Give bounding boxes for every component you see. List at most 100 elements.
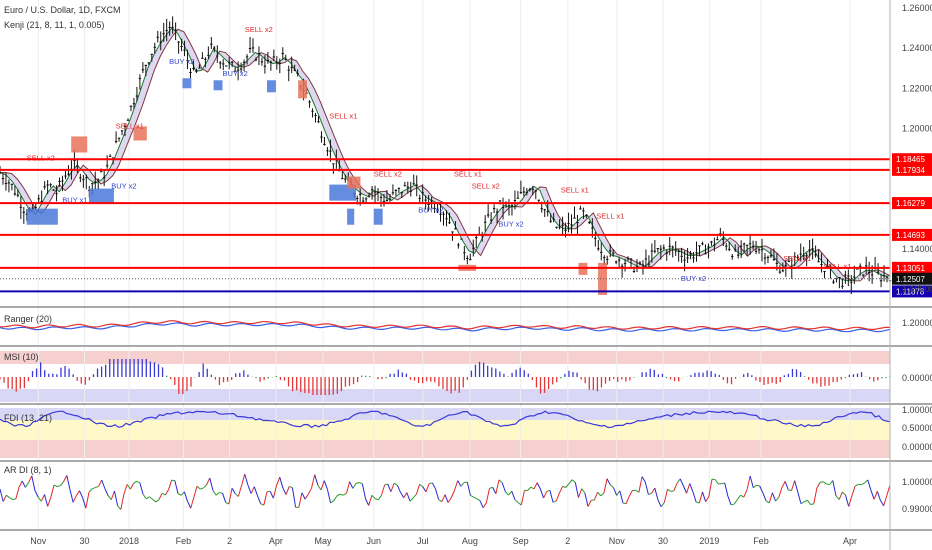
price-axis[interactable]: 1.18465 1.17934 1.16279 1.14693 1.13051 1.118… xyxy=(889,0,932,550)
ardi-pane[interactable] xyxy=(0,473,891,510)
ardi-segment xyxy=(749,475,754,488)
ardi-segment xyxy=(6,494,10,499)
ardi-segment xyxy=(412,493,417,499)
time-tick: Feb xyxy=(753,536,769,546)
ardi-segment xyxy=(765,500,770,504)
ardi-segment xyxy=(174,480,179,494)
ardi-segment xyxy=(552,500,557,503)
ardi-segment xyxy=(679,478,684,487)
ardi-segment xyxy=(568,479,573,484)
level-tag xyxy=(892,153,932,166)
ardi-segment xyxy=(476,498,481,501)
ardi-segment xyxy=(517,502,522,506)
ardi-segment xyxy=(139,482,144,495)
ardi-segment xyxy=(673,483,678,492)
level-tag xyxy=(892,228,932,241)
ardi-segment xyxy=(152,498,157,503)
ardi-segment xyxy=(314,474,319,486)
ardi-segment xyxy=(746,475,751,491)
fdi-tick-1: 1.00000 xyxy=(902,405,932,415)
ardi-segment xyxy=(298,492,303,508)
ardi-segment xyxy=(527,486,532,491)
ardi-segment xyxy=(689,483,694,493)
ardi-segment xyxy=(113,490,119,506)
ardi-segment xyxy=(209,477,214,491)
ardi-segment xyxy=(651,487,656,494)
ardi-segment xyxy=(222,492,227,503)
ardi-segment xyxy=(400,492,405,499)
ardi-segment xyxy=(231,487,236,494)
ranger-pane[interactable] xyxy=(0,320,891,333)
ardi-segment xyxy=(126,484,131,490)
ardi-segment xyxy=(740,494,745,498)
ardi-segment xyxy=(241,473,246,486)
ardi-segment xyxy=(638,476,643,493)
ardi-segment xyxy=(667,488,671,492)
ardi-segment xyxy=(870,490,875,500)
time-tick: May xyxy=(315,536,333,546)
ardi-segment xyxy=(88,488,93,493)
ardi-segment xyxy=(37,496,42,502)
ardi-segment xyxy=(279,477,284,489)
ardi-segment xyxy=(784,481,789,491)
level-tag xyxy=(892,197,932,210)
ardi-segment xyxy=(708,479,713,497)
ardi-segment xyxy=(359,482,363,485)
ardi-segment xyxy=(212,490,217,496)
level-tag-text: 1.17934 xyxy=(896,166,925,175)
ardi-segment xyxy=(724,482,729,497)
ardi-segment xyxy=(53,484,58,487)
ardi-segment xyxy=(600,492,605,497)
ardi-segment xyxy=(886,484,891,496)
ardi-segment xyxy=(819,481,824,483)
ardi-segment xyxy=(867,479,872,491)
ardi-segment xyxy=(593,492,599,501)
ardi-segment xyxy=(806,499,811,505)
ardi-segment xyxy=(244,473,249,486)
buy-signal-box xyxy=(267,80,276,93)
time-axis[interactable]: Nov 30 2018 Feb 2 Apr May Jun Jul Aug Sep 2 Nov 30 201… xyxy=(30,536,857,546)
ardi-segment xyxy=(730,503,735,506)
ardi-segment xyxy=(622,502,627,505)
ardi-segment xyxy=(422,486,427,493)
ardi-segment xyxy=(619,490,624,504)
ardi-segment xyxy=(393,482,398,486)
ranger-label: Ranger (20) xyxy=(4,314,52,324)
fdi-pane[interactable] xyxy=(0,410,891,429)
msi-pane[interactable] xyxy=(0,359,891,395)
ardi-segment xyxy=(829,480,834,485)
ardi-segment xyxy=(193,485,198,498)
fdi-tick-2: 0.50000 xyxy=(902,423,932,433)
ardi-segment xyxy=(285,486,290,495)
ardi-segment xyxy=(129,483,134,490)
ardi-segment xyxy=(101,479,106,489)
time-tick: Aug xyxy=(462,536,478,546)
ardi-segment xyxy=(190,497,195,509)
ardi-segment xyxy=(565,483,570,488)
ardi-segment xyxy=(31,475,36,491)
ardi-segment xyxy=(120,493,125,510)
sell-signal-label: SELL x2 xyxy=(245,25,273,34)
ardi-segment xyxy=(72,495,77,503)
ardi-segment xyxy=(753,484,757,489)
price-pane[interactable]: SELL x2 BUY x1 SELL x1 BUY x2 BUY x2 BUY x2 SE… xyxy=(0,16,892,295)
ardi-segment xyxy=(705,496,710,502)
current-price-tag xyxy=(892,272,932,285)
fdi-tick-3: 0.00000 xyxy=(902,442,932,452)
ardi-segment xyxy=(466,482,471,496)
ardi-segment xyxy=(145,496,150,500)
ardi-segment xyxy=(28,475,33,483)
ardi-segment xyxy=(117,505,122,510)
time-tick: 2019 xyxy=(699,536,719,546)
ardi-segment xyxy=(384,483,388,486)
ardi-segment xyxy=(21,480,26,488)
ardi-segment xyxy=(574,482,579,498)
ardi-segment xyxy=(276,476,281,486)
ardi-segment xyxy=(409,497,414,502)
ardi-segment xyxy=(514,499,519,503)
sell-signal-label: SELL x1 xyxy=(823,262,851,271)
ardi-segment xyxy=(282,487,287,495)
ardi-segment xyxy=(628,490,633,497)
ardi-segment xyxy=(876,491,881,501)
ardi-segment xyxy=(104,488,109,496)
